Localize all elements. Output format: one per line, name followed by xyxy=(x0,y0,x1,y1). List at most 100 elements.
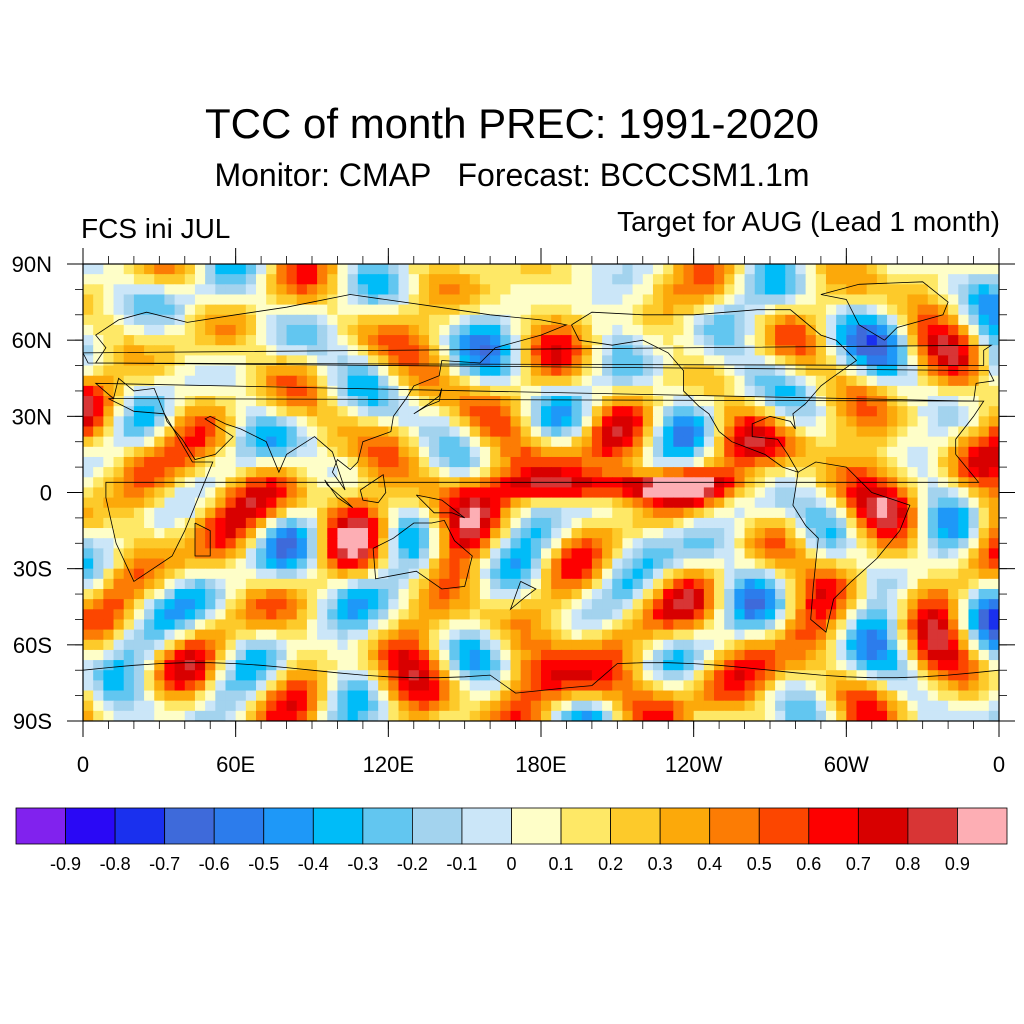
field-cell xyxy=(184,355,196,367)
field-cell xyxy=(948,324,959,336)
field-cell xyxy=(724,588,735,600)
field-cell xyxy=(459,619,471,631)
field-cell xyxy=(490,274,501,285)
field-cell xyxy=(673,426,685,438)
field-cell xyxy=(194,467,206,478)
field-cell xyxy=(887,467,898,478)
field-cell xyxy=(398,355,410,367)
field-cell xyxy=(113,599,125,610)
field-cell xyxy=(927,304,939,316)
field-cell xyxy=(876,507,888,519)
field-cell xyxy=(378,528,389,539)
field-cell xyxy=(113,274,125,285)
field-cell xyxy=(887,660,898,671)
field-cell xyxy=(459,660,471,671)
field-cell xyxy=(245,324,257,336)
field-cell xyxy=(500,345,512,356)
field-cell xyxy=(296,528,308,539)
field-cell xyxy=(215,588,227,600)
field-cell xyxy=(418,446,430,458)
field-cell xyxy=(561,446,573,458)
field-cell xyxy=(398,660,410,671)
field-cell xyxy=(490,710,501,721)
field-cell xyxy=(337,700,349,712)
field-cell xyxy=(469,487,481,499)
field-cell xyxy=(652,497,664,509)
field-cell xyxy=(296,274,308,285)
field-cell xyxy=(306,264,318,275)
field-cell xyxy=(83,365,94,377)
field-cell xyxy=(876,670,888,681)
field-cell xyxy=(632,690,644,702)
field-cell xyxy=(449,274,461,285)
field-cell xyxy=(754,416,766,428)
field-cell xyxy=(418,568,430,580)
field-cell xyxy=(367,538,379,549)
field-cell xyxy=(469,548,481,560)
field-cell xyxy=(194,436,206,448)
field-cell xyxy=(673,284,685,296)
field-cell xyxy=(83,629,94,641)
field-cell xyxy=(215,406,227,417)
field-cell xyxy=(825,385,837,397)
field-cell xyxy=(469,456,481,468)
field-cell xyxy=(459,548,471,560)
field-cell xyxy=(276,426,288,438)
field-cell xyxy=(764,264,776,275)
field-cell xyxy=(367,406,379,417)
field-cell xyxy=(469,264,481,275)
field-cell xyxy=(429,375,440,387)
field-cell xyxy=(937,578,949,590)
field-cell xyxy=(571,456,583,468)
field-cell xyxy=(164,548,176,560)
field-cell xyxy=(724,639,735,651)
field-cell xyxy=(500,690,512,702)
field-cell xyxy=(836,314,847,326)
field-cell xyxy=(866,588,878,600)
field-cell xyxy=(154,416,166,428)
field-cell xyxy=(103,578,115,590)
field-cell xyxy=(357,355,369,367)
field-cell xyxy=(836,619,847,631)
field-cell xyxy=(612,690,624,702)
field-cell xyxy=(815,467,827,478)
field-cell xyxy=(266,690,277,702)
field-cell xyxy=(937,314,949,326)
field-cell xyxy=(551,558,562,570)
field-cell xyxy=(561,467,573,478)
field-cell xyxy=(266,660,277,671)
field-cell xyxy=(500,487,512,499)
field-cell xyxy=(194,619,206,631)
field-cell xyxy=(612,568,624,580)
field-cell xyxy=(652,365,664,377)
field-cell xyxy=(541,467,552,478)
field-cell xyxy=(144,314,155,326)
field-cell xyxy=(398,609,410,621)
field-cell xyxy=(449,264,461,275)
field-cell xyxy=(490,436,501,448)
field-cell xyxy=(93,477,104,489)
field-cell xyxy=(846,345,858,356)
field-cell xyxy=(296,314,308,326)
field-cell xyxy=(154,294,166,306)
field-cell xyxy=(968,487,980,499)
field-cell xyxy=(133,629,145,641)
field-cell xyxy=(469,629,481,641)
field-cell xyxy=(93,507,104,519)
field-cell xyxy=(144,436,155,448)
field-cell xyxy=(174,375,186,387)
field-cell xyxy=(215,467,227,478)
field-cell xyxy=(439,710,450,721)
field-cell xyxy=(429,487,440,499)
field-cell xyxy=(927,396,939,407)
field-cell xyxy=(846,456,858,468)
field-cell xyxy=(235,649,247,661)
field-cell xyxy=(306,487,318,499)
field-cell xyxy=(764,690,776,702)
field-cell xyxy=(164,436,176,448)
field-cell xyxy=(439,609,450,621)
field-cell xyxy=(530,416,542,428)
field-cell xyxy=(836,649,847,661)
field-cell xyxy=(836,284,847,296)
field-cell xyxy=(378,314,389,326)
